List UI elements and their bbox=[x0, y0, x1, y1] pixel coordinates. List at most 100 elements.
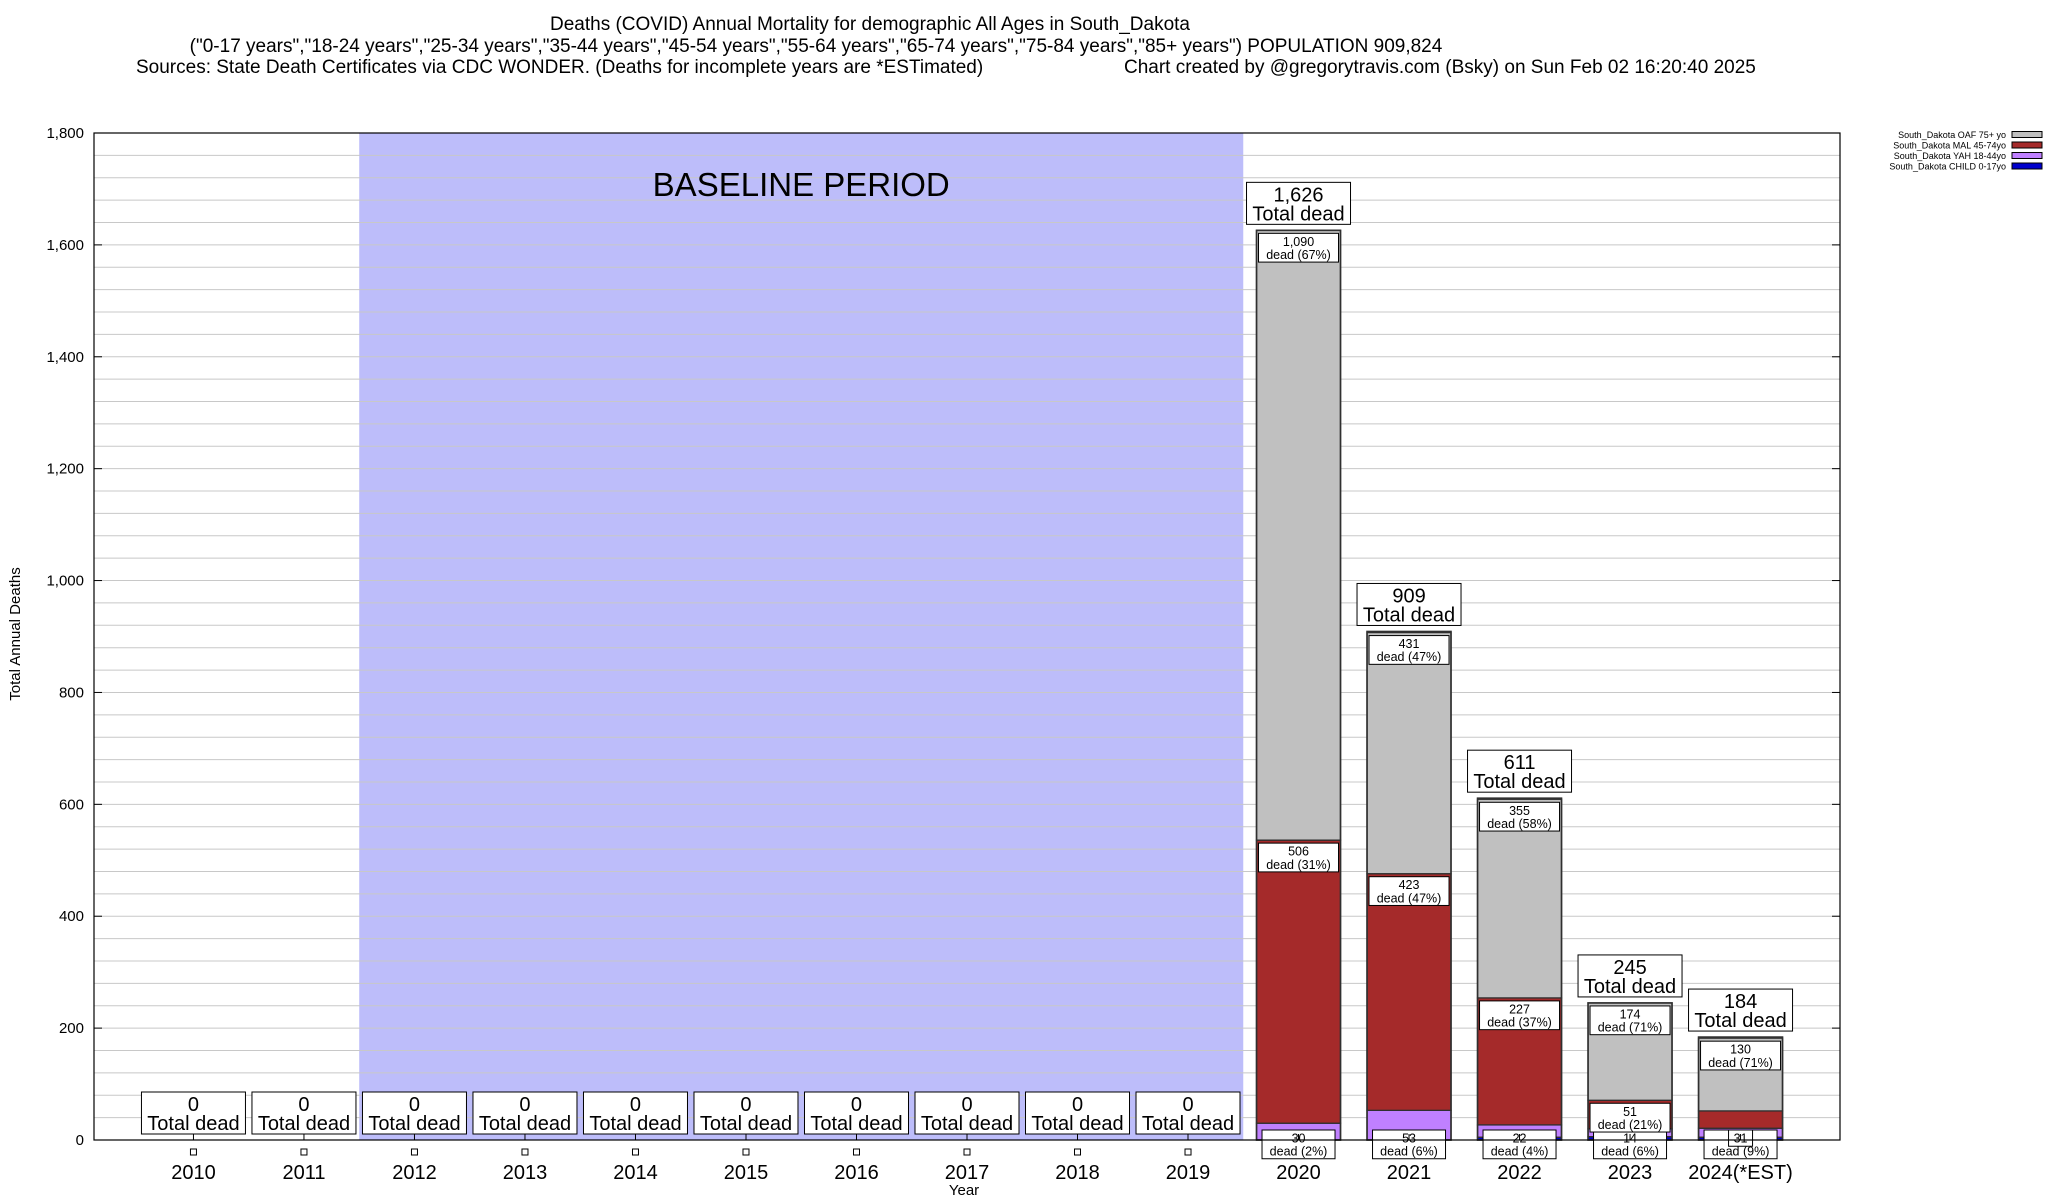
segment-label-pct: dead (58%) bbox=[1487, 817, 1552, 831]
x-tick-label: 2024(*EST) bbox=[1688, 1162, 1793, 1184]
legend-swatch bbox=[2011, 162, 2043, 170]
y-tick-label: 1,200 bbox=[46, 461, 84, 478]
segment-label-box bbox=[1589, 1102, 1671, 1133]
x-axis-title: Year bbox=[949, 1182, 979, 1199]
segment-label-pct: dead (4%) bbox=[1491, 1145, 1549, 1159]
total-label-value: 0 bbox=[740, 1094, 751, 1116]
total-label-text: Total dead bbox=[921, 1113, 1013, 1135]
zero-marker bbox=[189, 1148, 197, 1156]
segment-label-box bbox=[1589, 1005, 1671, 1036]
x-tick-label: 2018 bbox=[1055, 1162, 1100, 1184]
total-label-value: 0 bbox=[519, 1094, 530, 1116]
x-tick-label: 2017 bbox=[945, 1162, 990, 1184]
x-tick-label: 2015 bbox=[724, 1162, 769, 1184]
total-label-box bbox=[1246, 181, 1352, 225]
total-label-value: 0 bbox=[298, 1094, 309, 1116]
segment-label-pct: dead (37%) bbox=[1487, 1016, 1552, 1030]
total-label-box bbox=[1356, 582, 1462, 626]
total-label-box bbox=[251, 1091, 357, 1135]
x-tick-label: 2013 bbox=[503, 1162, 548, 1184]
total-label-box bbox=[914, 1091, 1020, 1135]
bar-segment bbox=[1366, 631, 1452, 875]
total-label-value: 0 bbox=[630, 1094, 641, 1116]
bar-segment bbox=[1697, 1110, 1784, 1129]
segment-label-value: 130 bbox=[1730, 1043, 1751, 1057]
x-tick-label: 2020 bbox=[1276, 1162, 1321, 1184]
total-label-text: Total dead bbox=[700, 1113, 792, 1135]
segment-label-pct: dead (71%) bbox=[1598, 1021, 1663, 1035]
x-tick-label: 2011 bbox=[282, 1162, 325, 1184]
segment-label-box bbox=[1258, 842, 1340, 873]
x-tick-label: 2016 bbox=[834, 1162, 879, 1184]
baseline-period-label: BASELINE PERIOD bbox=[653, 166, 950, 203]
total-label-text: Total dead bbox=[1142, 1113, 1234, 1135]
legend-swatch bbox=[2011, 141, 2043, 149]
total-label-text: Total dead bbox=[589, 1113, 681, 1135]
total-label-value: 0 bbox=[1182, 1094, 1193, 1116]
zero-marker bbox=[1184, 1148, 1192, 1156]
zero-marker bbox=[300, 1148, 308, 1156]
total-label-box bbox=[1688, 988, 1794, 1032]
segment-label-value: 174 bbox=[1620, 1007, 1641, 1021]
chart-title: Deaths (COVID) Annual Mortality for demo… bbox=[550, 14, 1190, 35]
total-label-value: 245 bbox=[1613, 957, 1646, 979]
segment-label-pct: dead (71%) bbox=[1708, 1056, 1773, 1070]
x-tick-label: 2019 bbox=[1166, 1162, 1211, 1184]
zero-marker bbox=[410, 1148, 418, 1156]
segment-label-pct: dead (9%) bbox=[1712, 1145, 1770, 1159]
x-tick-label: 2014 bbox=[613, 1162, 658, 1184]
total-label-value: 0 bbox=[1072, 1094, 1083, 1116]
chart-sources: Sources: State Death Certificates via CD… bbox=[136, 57, 983, 78]
y-tick-label: 1,000 bbox=[46, 573, 84, 590]
total-label-text: Total dead bbox=[1252, 203, 1344, 225]
total-label-text: Total dead bbox=[147, 1113, 239, 1135]
total-label-text: Total dead bbox=[1031, 1113, 1123, 1135]
zero-marker bbox=[852, 1148, 860, 1156]
total-label-box bbox=[472, 1091, 578, 1135]
y-tick-label: 0 bbox=[76, 1132, 84, 1149]
segment-label-box bbox=[1479, 801, 1561, 832]
zero-marker bbox=[631, 1148, 639, 1156]
segment-label-box bbox=[1368, 876, 1450, 906]
x-tick-label: 2021 bbox=[1387, 1162, 1432, 1184]
total-label-text: Total dead bbox=[1584, 976, 1676, 998]
total-label-box bbox=[140, 1091, 246, 1135]
segment-label-value: 506 bbox=[1288, 845, 1309, 859]
segment-label-value: 1,090 bbox=[1283, 235, 1314, 249]
baseline-period-band bbox=[359, 133, 1244, 1140]
total-label-text: Total dead bbox=[1473, 771, 1565, 793]
zero-marker bbox=[521, 1148, 529, 1156]
total-label-value: 909 bbox=[1392, 585, 1425, 607]
bar-segment bbox=[1476, 798, 1563, 999]
y-tick-label: 400 bbox=[59, 908, 84, 925]
segment-label-box bbox=[1258, 232, 1340, 263]
legend-label: South_Dakota YAH 18-44yo bbox=[1894, 151, 2006, 161]
total-label-text: Total dead bbox=[479, 1113, 571, 1135]
chart-credit: Chart created by @gregorytravis.com (Bsk… bbox=[1124, 57, 1756, 78]
zero-marker bbox=[963, 1148, 971, 1156]
zero-marker bbox=[1074, 1148, 1082, 1156]
total-label-value: 1,626 bbox=[1273, 184, 1323, 206]
segment-label-box bbox=[1368, 635, 1450, 665]
segment-label-pct: dead (6%) bbox=[1601, 1145, 1659, 1159]
chart-subtitle: ("0-17 years","18-24 years","25-34 years… bbox=[190, 36, 1443, 57]
